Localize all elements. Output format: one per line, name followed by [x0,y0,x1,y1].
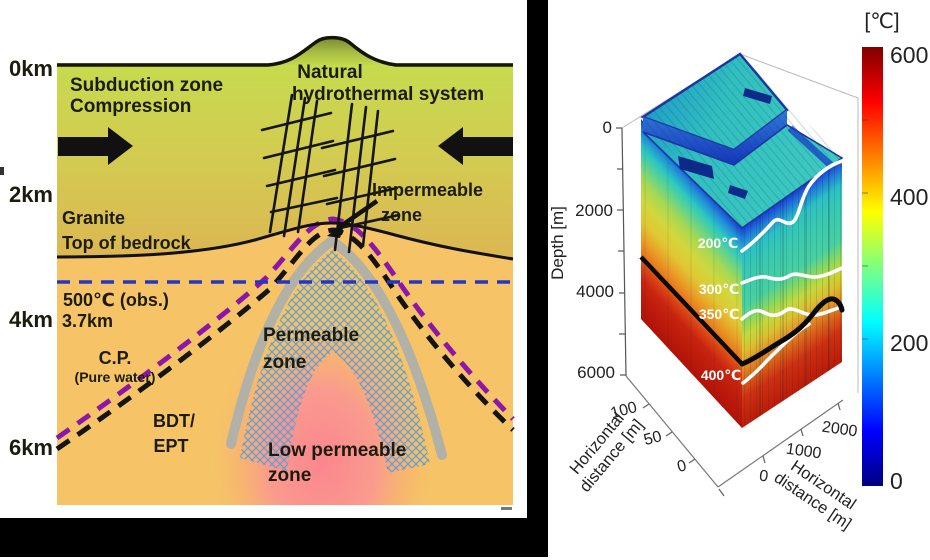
colorbar [862,47,883,486]
axis-right-tick-2000: 2000 [821,419,859,441]
contour-black-left-face [639,255,744,366]
fracture-network [260,93,401,254]
vertical-divider-bar [527,0,548,557]
colorbar-tick-600: 600 [890,42,928,68]
low-permeable-zone-label-line2: zone [268,465,311,486]
colorbar-title: [℃] [864,10,899,33]
pure-water-label: (Pure water) [75,369,156,385]
axis-left-tick-0: 0 [675,457,688,476]
contour-200c [740,159,844,253]
top-of-bedrock-label: Top of bedrock [62,233,192,253]
colorbar-tick-0: 0 [890,468,903,494]
depth-label-4km: 4km [9,307,53,332]
cp-pure-water-curve [55,216,515,441]
bdt-label: BDT/ [153,411,195,431]
volcano-bump [268,37,396,65]
obs-depth-label: 3.7km [62,311,113,331]
top-surface-cold-patches [678,88,772,199]
cp-label: C.P. [99,348,132,368]
ept-label: EPT [153,436,188,456]
ground-surface-line [57,35,513,67]
obs-500c-label: 500℃ (obs.) [63,290,169,310]
impermeable-pointer-arrowhead-icon [327,222,345,238]
axis-left-tick-100: 100 [609,399,639,422]
axis-right-line [717,399,844,488]
permeable-zone-hatch [240,250,430,473]
axis-right-tick-1000: 1000 [785,441,823,463]
hydrothermal-system-label: hydrothermal system [292,84,484,105]
permeable-zone-label-line2: zone [263,352,306,373]
compression-label: Compression [70,96,191,117]
contour-black-right-face [739,296,845,367]
impermeable-zone-label-line2: zone [381,205,422,225]
permeable-zone-label-line1: Permeable [263,325,359,346]
depth-tick-2000: 2000 [575,201,613,220]
impermeable-zone-label-line1: Impermeable [372,180,483,200]
depth-tick-6000: 6000 [577,363,615,382]
contour-350c [740,305,844,321]
depth-tick-0: 0 [603,118,612,137]
natural-label: Natural [297,62,362,83]
corner-artifact-mark [501,507,512,510]
compression-arrow-right-icon [58,127,133,165]
temperature-3d-panel: 0 2000 4000 6000 Depth [m] [548,10,928,533]
contour-label-300c: 300℃ [699,281,739,297]
axis-left-title: Horizontal distance [m] [566,409,647,495]
axis-left-tick-50: 50 [642,428,664,449]
left-edge-clipped-mark [0,167,4,175]
bottom-axis-ticks [642,402,841,497]
axis-right-title: Horizontal distance [m] [771,457,859,533]
depth-label-2km: 2km [9,182,53,207]
depth-label-0km: 0km [9,56,53,81]
colorbar-tick-200: 200 [890,330,928,356]
depth-tick-4000: 4000 [576,282,614,301]
schematic-panel: 0km 2km 4km 6km Subduction zone Compress… [0,35,515,510]
depth-axis-title: Depth [m] [548,206,567,280]
depth-axis-ticks [616,127,626,376]
colorbar-tick-400: 400 [890,184,928,210]
impermeable-zone-arc [226,234,447,460]
colorbar-minor-ticks [862,119,868,413]
bottom-divider-bar [0,518,548,557]
depth-label-6km: 6km [9,435,53,460]
contour-label-350c: 350℃ [699,306,739,322]
contour-label-200c: 200℃ [698,235,738,251]
upper-crust-layer [57,37,513,259]
compression-arrow-left-icon [438,127,513,165]
contour-label-400c: 400℃ [701,367,741,383]
contour-300c [740,266,844,285]
low-permeable-zone-label-line1: Low permeable [268,440,406,461]
axis-left-line [625,375,719,488]
bedrock-top-line [56,221,514,261]
depth-axis-line [621,127,627,377]
subduction-zone-label: Subduction zone [70,75,223,96]
block-left-face-grid [641,119,742,428]
granite-label: Granite [62,208,125,228]
axis-right-tick-0: 0 [758,468,769,486]
